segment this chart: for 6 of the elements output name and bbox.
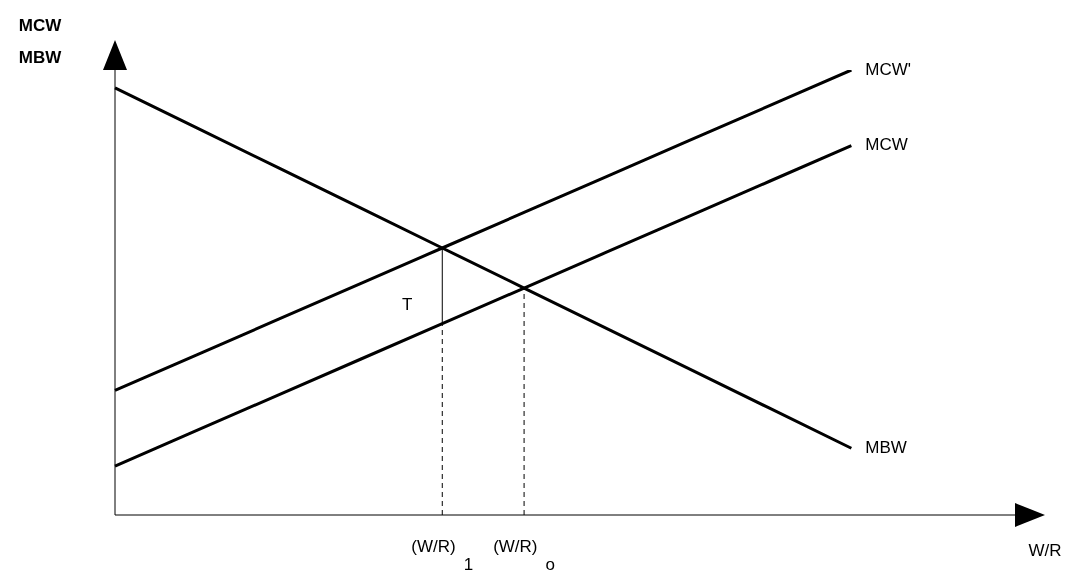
x-axis-title: W/R bbox=[1028, 541, 1062, 560]
series-label: MCW bbox=[865, 135, 908, 155]
y-axis-title: MCW MBW bbox=[18, 16, 63, 67]
series-label: MCW' bbox=[865, 59, 912, 79]
annotation: T bbox=[401, 295, 413, 315]
series-label: MBW bbox=[865, 437, 907, 457]
